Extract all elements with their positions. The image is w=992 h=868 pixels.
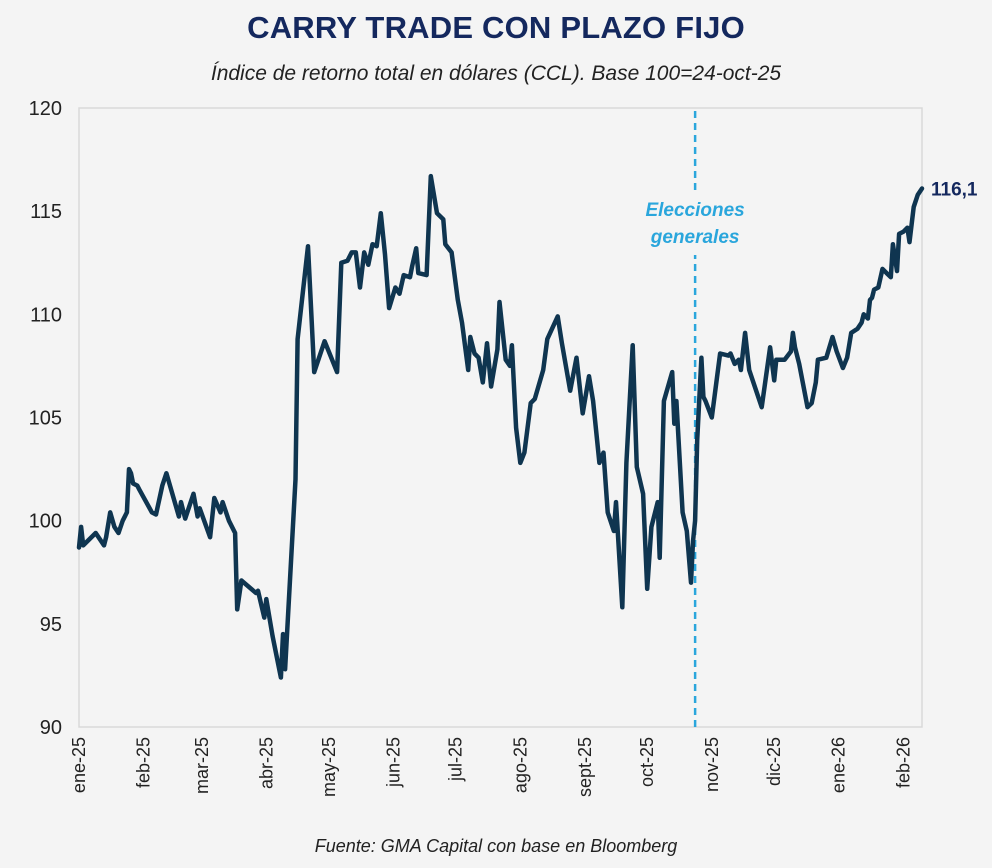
y-tick-label: 105 xyxy=(29,408,62,430)
y-tick-label: 110 xyxy=(30,304,62,326)
x-tick-label: sept-25 xyxy=(575,737,595,797)
x-tick-label: mar-25 xyxy=(192,737,212,794)
end-value-label: 116,1 xyxy=(931,179,978,200)
x-tick-label: ene-26 xyxy=(829,737,849,793)
x-tick-label: abr-25 xyxy=(256,737,276,789)
x-tick-label: ago-25 xyxy=(510,737,530,793)
y-tick-label: 120 xyxy=(29,98,62,120)
x-tick-label: jun-25 xyxy=(383,737,403,788)
chart-source: Fuente: GMA Capital con base en Bloomber… xyxy=(314,836,678,856)
annotation-label: Elecciones xyxy=(645,200,744,221)
y-tick-label: 95 xyxy=(40,614,62,636)
y-tick-label: 90 xyxy=(40,717,62,739)
x-tick-label: nov-25 xyxy=(702,737,722,792)
chart-title: CARRY TRADE CON PLAZO FIJO xyxy=(247,10,745,45)
series-line xyxy=(76,173,925,680)
y-tick-label: 100 xyxy=(29,511,62,533)
y-tick-label: 115 xyxy=(30,201,62,223)
x-tick-label: may-25 xyxy=(319,737,339,797)
x-tick-label: dic-25 xyxy=(764,737,784,786)
chart-subtitle: Índice de retorno total en dólares (CCL)… xyxy=(210,62,782,85)
x-tick-label: feb-26 xyxy=(893,737,913,788)
x-tick-label: feb-25 xyxy=(134,737,154,788)
x-tick-label: jul-25 xyxy=(446,737,466,782)
x-tick-label: ene-25 xyxy=(69,737,89,793)
x-tick-label: oct-25 xyxy=(637,737,657,787)
plot-area-frame xyxy=(78,107,923,728)
annotation-label: generales xyxy=(650,227,740,248)
